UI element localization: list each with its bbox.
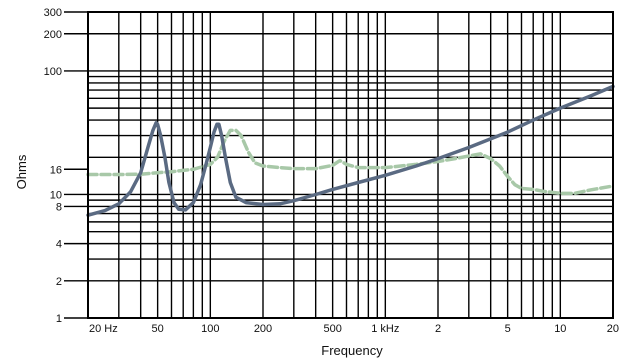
y-tick-label: 10 (50, 189, 62, 201)
chart-series (86, 84, 615, 217)
y-tick-label: 2 (56, 276, 62, 288)
plot-frame (87, 11, 614, 319)
y-axis-title: Ohms (14, 154, 29, 189)
series-line-1 (86, 84, 615, 217)
x-axis-title: Frequency (321, 343, 383, 358)
x-tick-label: 100 (201, 323, 219, 335)
series-line-2 (86, 128, 615, 196)
x-tick-labels: 20 Hz 50 100 200 500 1 kHz 2 5 10 20 (89, 323, 619, 335)
plot-border (87, 11, 614, 319)
y-tick-label: 300 (44, 7, 62, 19)
x-tick-label: 10 (554, 323, 566, 335)
y-tick-label: 1 (56, 313, 62, 325)
x-tick-label: 200 (254, 323, 272, 335)
y-tick-label: 16 (50, 164, 62, 176)
x-tick-label: 2 (435, 323, 441, 335)
x-tick-label: 1 kHz (371, 323, 399, 335)
x-tick-label: 50 (152, 323, 164, 335)
y-tick-label: 100 (44, 66, 62, 78)
y-tick-label: 200 (44, 29, 62, 41)
x-tick-label: 20 (607, 323, 619, 335)
x-tick-label: 20 Hz (89, 323, 118, 335)
x-tick-label: 5 (505, 323, 511, 335)
y-tick-label: 4 (56, 239, 62, 251)
y-tick-labels: 1 2 4 810 16 100 200 300 (44, 7, 88, 325)
x-tick-label: 500 (323, 323, 341, 335)
y-tick-label: 8 (56, 201, 62, 213)
